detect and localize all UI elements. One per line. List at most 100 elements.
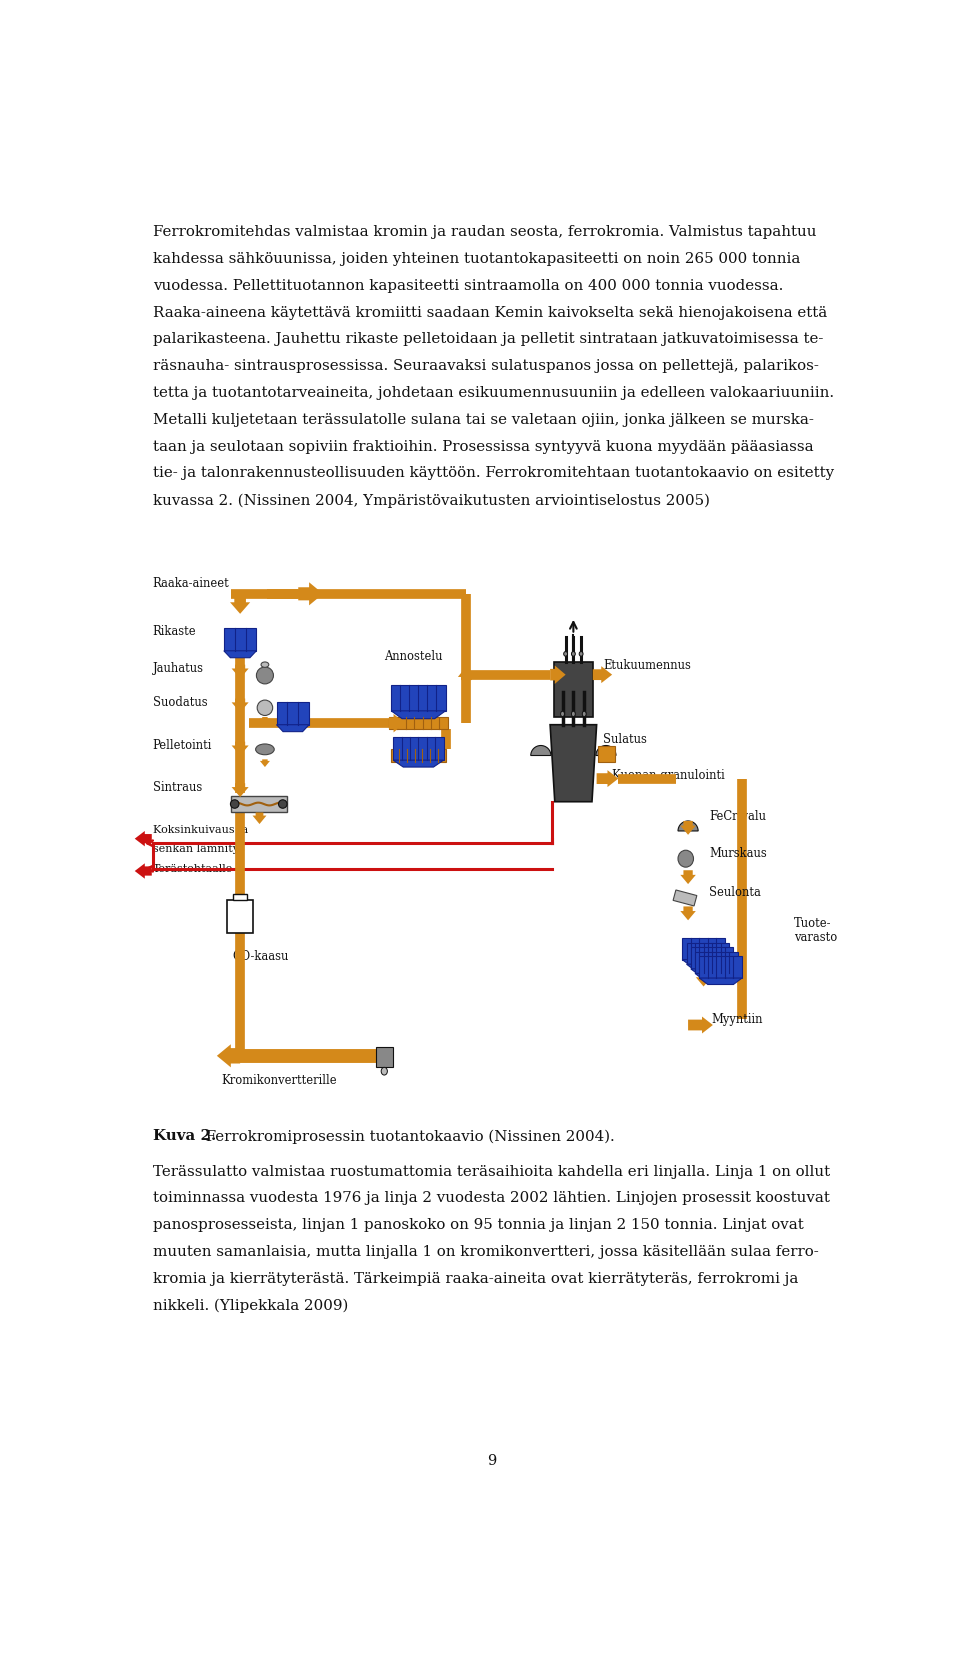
Bar bbox=[699, 957, 742, 978]
Text: senkan lämnitys: senkan lämnitys bbox=[153, 844, 244, 854]
Polygon shape bbox=[596, 770, 618, 787]
Text: Myyntiin: Myyntiin bbox=[711, 1013, 763, 1025]
Polygon shape bbox=[683, 960, 725, 967]
Bar bbox=[394, 737, 444, 760]
Bar bbox=[276, 702, 309, 726]
Ellipse shape bbox=[564, 652, 567, 657]
Polygon shape bbox=[231, 784, 249, 797]
Text: Etukuumennus: Etukuumennus bbox=[603, 659, 690, 672]
Bar bbox=[695, 952, 737, 973]
Polygon shape bbox=[688, 1017, 713, 1033]
Polygon shape bbox=[592, 667, 612, 684]
Circle shape bbox=[256, 667, 274, 684]
Bar bbox=[673, 890, 697, 907]
Text: kromia ja kierrätyterästä. Tärkeimpiä raaka-aineita ovat kierrätyteräs, ferrokro: kromia ja kierrätyterästä. Tärkeimpiä ra… bbox=[153, 1271, 798, 1285]
Polygon shape bbox=[392, 712, 445, 719]
Polygon shape bbox=[217, 1045, 240, 1068]
Bar bbox=[375, 1047, 393, 1067]
Polygon shape bbox=[394, 760, 444, 767]
Text: palarikasteena. Jauhettu rikaste pelletoidaan ja pelletit sintrataan jatkuvatoim: palarikasteena. Jauhettu rikaste pelleto… bbox=[153, 333, 823, 346]
Ellipse shape bbox=[678, 850, 693, 867]
Ellipse shape bbox=[261, 662, 269, 667]
Polygon shape bbox=[389, 714, 404, 732]
Ellipse shape bbox=[381, 1068, 388, 1075]
Text: Annostelu: Annostelu bbox=[384, 651, 443, 662]
Polygon shape bbox=[259, 717, 271, 726]
Text: Sintraus: Sintraus bbox=[153, 780, 202, 794]
Polygon shape bbox=[699, 978, 742, 985]
Bar bbox=[233, 895, 247, 900]
Text: Kuonan granulointi: Kuonan granulointi bbox=[612, 769, 725, 782]
Bar bbox=[227, 900, 253, 934]
Text: Sulatus: Sulatus bbox=[603, 732, 647, 745]
Text: Kuva 2.: Kuva 2. bbox=[153, 1128, 216, 1143]
Text: toiminnassa vuodesta 1976 ja linja 2 vuodesta 2002 lähtien. Linjojen prosessit k: toiminnassa vuodesta 1976 ja linja 2 vuo… bbox=[153, 1191, 829, 1205]
Text: Raaka-aineet: Raaka-aineet bbox=[153, 577, 229, 589]
Bar bbox=[686, 943, 730, 965]
Circle shape bbox=[278, 800, 287, 809]
Text: varasto: varasto bbox=[794, 930, 837, 943]
Polygon shape bbox=[458, 667, 475, 681]
Bar bbox=[691, 948, 733, 968]
Polygon shape bbox=[681, 822, 696, 835]
Text: panosprosesseista, linjan 1 panoskoko on 95 tonnia ja linjan 2 150 tonnia. Linja: panosprosesseista, linjan 1 panoskoko on… bbox=[153, 1218, 804, 1231]
Text: Kromikonvertterille: Kromikonvertterille bbox=[221, 1073, 337, 1087]
Polygon shape bbox=[299, 582, 324, 606]
Polygon shape bbox=[231, 742, 249, 755]
Polygon shape bbox=[231, 699, 249, 712]
Text: kahdessa sähköuunissa, joiden yhteinen tuotantokapasiteetti on noin 265 000 tonn: kahdessa sähköuunissa, joiden yhteinen t… bbox=[153, 251, 800, 266]
Ellipse shape bbox=[255, 744, 275, 755]
Text: muuten samanlaisia, mutta linjalla 1 on kromikonvertteri, jossa käsitellään sula: muuten samanlaisia, mutta linjalla 1 on … bbox=[153, 1245, 818, 1258]
Ellipse shape bbox=[571, 712, 575, 717]
Polygon shape bbox=[224, 651, 256, 659]
Text: Terässulatto valmistaa ruostumattomia teräsaihioita kahdella eri linjalla. Linja: Terässulatto valmistaa ruostumattomia te… bbox=[153, 1163, 829, 1178]
Polygon shape bbox=[681, 870, 696, 885]
Text: taan ja seulotaan sopiviin fraktioihin. Prosessissa syntyyvä kuona myydään pääas: taan ja seulotaan sopiviin fraktioihin. … bbox=[153, 439, 813, 453]
Text: Pelletointi: Pelletointi bbox=[153, 739, 212, 752]
Circle shape bbox=[230, 800, 239, 809]
Text: Metalli kuljetetaan terässulatolle sulana tai se valetaan ojiin, jonka jälkeen s: Metalli kuljetetaan terässulatolle sulan… bbox=[153, 413, 813, 426]
Wedge shape bbox=[678, 822, 698, 832]
Polygon shape bbox=[252, 814, 267, 825]
Text: Tuote-: Tuote- bbox=[794, 917, 831, 930]
Bar bbox=[598, 747, 615, 762]
Polygon shape bbox=[230, 597, 251, 614]
Text: nikkeli. (Ylipekkala 2009): nikkeli. (Ylipekkala 2009) bbox=[153, 1298, 348, 1313]
Text: Seulonta: Seulonta bbox=[709, 885, 761, 899]
Bar bbox=[389, 717, 447, 730]
Wedge shape bbox=[596, 745, 616, 755]
Text: Terästehtaalle: Terästehtaalle bbox=[153, 864, 233, 874]
Polygon shape bbox=[276, 726, 309, 732]
Bar bbox=[683, 938, 725, 960]
Polygon shape bbox=[691, 968, 733, 975]
Text: räsnauha- sintrausprosessissa. Seuraavaksi sulatuspanos jossa on pellettejä, pal: räsnauha- sintrausprosessissa. Seuraavak… bbox=[153, 359, 819, 373]
Text: tie- ja talonrakennusteollisuuden käyttöön. Ferrokromitehtaan tuotantokaavio on : tie- ja talonrakennusteollisuuden käyttö… bbox=[153, 466, 833, 481]
Circle shape bbox=[257, 701, 273, 716]
Text: CO-kaasu: CO-kaasu bbox=[232, 950, 289, 963]
Polygon shape bbox=[134, 864, 152, 879]
Ellipse shape bbox=[583, 712, 587, 717]
Polygon shape bbox=[550, 666, 565, 684]
Polygon shape bbox=[686, 965, 730, 972]
Text: kuvassa 2. (Nissinen 2004, Ympäristövaikutusten arviointiselostus 2005): kuvassa 2. (Nissinen 2004, Ympäristövaik… bbox=[153, 493, 709, 508]
Ellipse shape bbox=[579, 652, 583, 657]
Text: Ferrokromitehdas valmistaa kromin ja raudan seosta, ferrokromia. Valmistus tapah: Ferrokromitehdas valmistaa kromin ja rau… bbox=[153, 225, 816, 240]
Text: Murskaus: Murskaus bbox=[709, 847, 767, 860]
Ellipse shape bbox=[571, 652, 575, 657]
Bar bbox=[554, 662, 592, 717]
Text: vuodessa. Pellettituotannon kapasiteetti sintraamolla on 400 000 tonnia vuodessa: vuodessa. Pellettituotannon kapasiteetti… bbox=[153, 278, 783, 293]
Bar bbox=[392, 686, 445, 712]
Polygon shape bbox=[681, 907, 696, 920]
Polygon shape bbox=[550, 726, 596, 802]
Text: Raaka-aineena käytettävä kromiitti saadaan Kemin kaivokselta sekä hienojakoisena: Raaka-aineena käytettävä kromiitti saada… bbox=[153, 306, 827, 319]
Polygon shape bbox=[695, 973, 737, 980]
Text: tetta ja tuotantotarveaineita, johdetaan esikuumennusuuniin ja edelleen valokaar: tetta ja tuotantotarveaineita, johdetaan… bbox=[153, 386, 833, 399]
Polygon shape bbox=[696, 973, 711, 987]
Polygon shape bbox=[260, 760, 270, 767]
Text: 9: 9 bbox=[488, 1453, 496, 1468]
Text: Ferrokromiprosessin tuotantokaavio (Nissinen 2004).: Ferrokromiprosessin tuotantokaavio (Niss… bbox=[201, 1128, 614, 1143]
Text: Suodatus: Suodatus bbox=[153, 696, 207, 709]
Polygon shape bbox=[134, 832, 152, 847]
Bar bbox=[230, 795, 287, 814]
Polygon shape bbox=[231, 666, 249, 679]
